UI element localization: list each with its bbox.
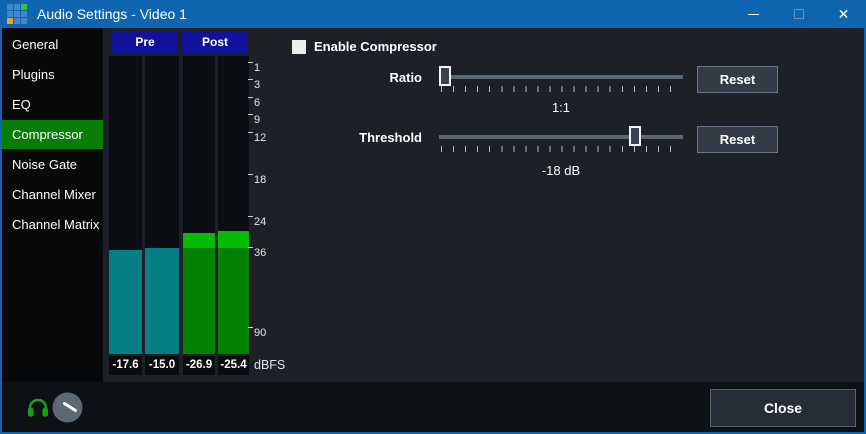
sidebar: General Plugins EQ Compressor Noise Gate Chan…	[2, 28, 103, 382]
meter-column-pre-2	[145, 56, 179, 354]
ratio-slider-thumb[interactable]	[439, 66, 451, 86]
sidebar-item-general[interactable]: General	[12, 37, 59, 52]
meter-group-header-post: Post	[182, 32, 248, 53]
threshold-slider-ticks	[441, 146, 681, 152]
threshold-label: Threshold	[359, 130, 422, 145]
scale-tick	[248, 97, 253, 98]
threshold-slider-thumb[interactable]	[629, 126, 641, 146]
window-title: Audio Settings - Video 1	[37, 6, 187, 22]
ratio-label: Ratio	[389, 70, 423, 85]
threshold-reset-button[interactable]: Reset	[697, 126, 778, 153]
close-icon: ✕	[837, 5, 850, 22]
meter-bar-peak	[218, 231, 249, 248]
meter-scale-label: 1	[254, 62, 261, 74]
meter-bar	[145, 248, 179, 354]
meter-bar	[183, 248, 215, 354]
minimize-button[interactable]	[731, 0, 776, 28]
ratio-slider[interactable]	[439, 66, 683, 88]
meter-column-post-1	[183, 56, 215, 354]
app-logo-icon	[7, 4, 29, 25]
scale-tick	[248, 114, 253, 115]
close-window-button[interactable]: ✕	[821, 0, 864, 28]
minimize-icon	[748, 13, 759, 15]
monitor-volume-knob[interactable]	[52, 392, 83, 423]
ratio-reset-button[interactable]: Reset	[697, 66, 778, 93]
scale-tick	[248, 132, 253, 133]
meter-scale-label: 36	[254, 247, 267, 259]
meter-column-post-2	[218, 56, 249, 354]
sidebar-item-eq[interactable]: EQ	[12, 97, 31, 112]
scale-tick	[248, 327, 253, 328]
ratio-slider-track[interactable]	[439, 75, 683, 79]
scale-tick	[248, 62, 253, 63]
meter-value-pre-2: -15.0	[145, 356, 179, 375]
meter-value-post-2: -25.4	[218, 356, 249, 375]
scale-tick	[248, 79, 253, 80]
enable-compressor-label: Enable Compressor	[314, 39, 437, 54]
meter-scale-label: 3	[254, 79, 261, 91]
meter-scale-label: 12	[254, 132, 267, 144]
scale-tick	[248, 174, 253, 175]
meter-scale-label: 24	[254, 216, 267, 228]
meter-bar	[218, 248, 249, 354]
maximize-icon	[793, 9, 804, 19]
sidebar-item-channel-matrix[interactable]: Channel Matrix	[12, 217, 100, 232]
enable-compressor-checkbox[interactable]	[292, 40, 306, 54]
scale-tick	[248, 247, 253, 248]
sidebar-item-noise-gate[interactable]: Noise Gate	[12, 157, 78, 172]
threshold-value: -18 dB	[541, 163, 581, 178]
meter-bar-peak	[183, 233, 215, 248]
threshold-slider-track[interactable]	[439, 135, 683, 139]
meter-column-pre-1	[109, 56, 142, 354]
meter-group-header-pre: Pre	[112, 32, 178, 53]
ratio-slider-ticks	[441, 86, 681, 92]
meter-bar	[109, 250, 142, 354]
headphones-icon[interactable]	[26, 397, 50, 418]
threshold-slider[interactable]	[439, 126, 683, 148]
meter-value-post-1: -26.9	[183, 356, 215, 375]
meter-scale-label: 6	[254, 97, 261, 109]
window-controls: ✕	[731, 0, 864, 28]
sidebar-item-channel-mixer[interactable]: Channel Mixer	[12, 187, 96, 202]
titlebar[interactable]: Audio Settings - Video 1 ✕	[2, 0, 864, 28]
meter-unit-label: dBFS	[254, 358, 286, 372]
close-button[interactable]: Close	[710, 389, 856, 427]
meter-scale-label: 9	[254, 114, 261, 126]
meter-value-pre-1: -17.6	[109, 356, 142, 375]
maximize-button[interactable]	[776, 0, 821, 28]
meter-scale-label: 18	[254, 174, 267, 186]
scale-tick	[248, 216, 253, 217]
sidebar-item-compressor[interactable]: Compressor	[2, 120, 103, 149]
sidebar-item-plugins[interactable]: Plugins	[12, 67, 55, 82]
meter-scale-label: 90	[254, 327, 267, 339]
ratio-value: 1:1	[551, 100, 571, 115]
